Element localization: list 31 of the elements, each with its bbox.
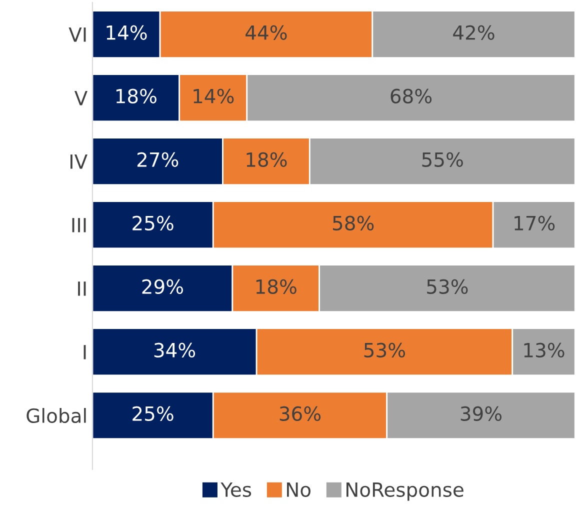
data-label: 18% — [256, 279, 296, 294]
data-label: 18% — [116, 88, 156, 104]
data-label: 34% — [154, 342, 196, 358]
data-label: 27% — [137, 152, 178, 167]
data-label: 18% — [246, 152, 287, 167]
data-label: 53% — [364, 342, 406, 358]
y-tick-label: V — [74, 91, 88, 106]
data-label: 25% — [132, 406, 174, 422]
y-tick-label: VI — [68, 28, 86, 42]
data-label: 29% — [142, 279, 183, 294]
data-label: 14% — [194, 88, 234, 104]
y-tick-label: II — [78, 282, 86, 296]
legend-label: No — [287, 482, 310, 497]
data-label: 58% — [332, 216, 374, 230]
y-tick-label: Global — [26, 408, 86, 424]
data-label: 44% — [246, 25, 287, 40]
y-tick-label: I — [84, 345, 86, 360]
data-label: 55% — [422, 152, 463, 167]
y-tick-label: III — [72, 218, 86, 232]
data-label: 53% — [427, 279, 468, 294]
data-label: 68% — [390, 88, 432, 104]
data-label: 14% — [106, 25, 147, 40]
data-label: 36% — [280, 406, 321, 422]
legend-label: NoResponse — [346, 482, 464, 501]
data-label: 42% — [453, 25, 494, 40]
data-label: 13% — [524, 342, 564, 358]
data-label: 39% — [460, 406, 502, 422]
data-label: 25% — [132, 216, 174, 230]
y-tick-label: IV — [70, 154, 88, 169]
data-label: 17% — [514, 216, 555, 230]
legend-label: Yes — [220, 482, 252, 497]
